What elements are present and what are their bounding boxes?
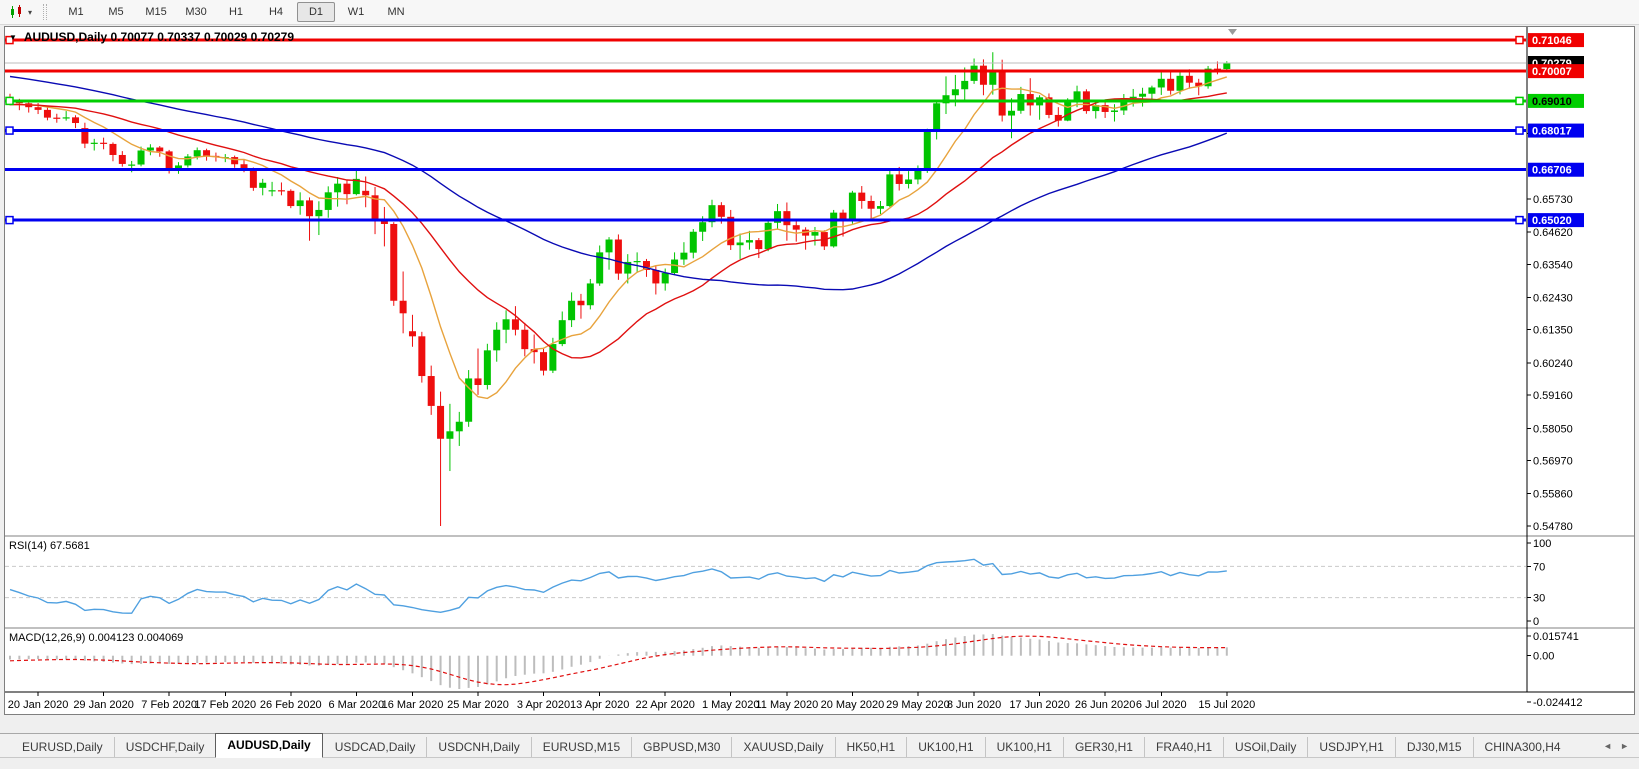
chart-tab-eurusd-m15[interactable]: EURUSD,M15: [530, 737, 632, 757]
tab-scroll-right-icon[interactable]: ►: [1620, 740, 1629, 751]
candlestick-chart-icon: [11, 5, 21, 18]
chart-tabs: EURUSD,Daily USDCHF,Daily AUDUSD,Daily USDC…: [10, 733, 1572, 758]
timeframe-button-mn[interactable]: MN: [387, 6, 405, 18]
top-toolbar: ▾ M1 M5 M15 M30 H1 H4 D1 W1 MN: [0, 0, 1639, 25]
chart-tab-uk100-h1[interactable]: UK100,H1: [984, 737, 1063, 757]
rsi-name: RSI(14): [9, 540, 47, 552]
tab-scroll-controls: ◄ ►: [1593, 734, 1639, 757]
timeframe-button-m1[interactable]: M1: [68, 6, 84, 18]
chart-tab-usdchf-daily[interactable]: USDCHF,Daily: [113, 737, 216, 757]
chart-title: ▼ AUDUSD,Daily 0.70077 0.70337 0.70029 0…: [9, 30, 294, 44]
symbol-name: AUDUSD,Daily: [23, 30, 108, 44]
timeframe-button-d1[interactable]: D1: [297, 2, 336, 22]
chart-tab-usdcnh-daily[interactable]: USDCNH,Daily: [426, 737, 531, 757]
chart-tab-xauusd-daily[interactable]: XAUUSD,Daily: [731, 737, 835, 757]
tab-scroll-left-icon[interactable]: ◄: [1603, 740, 1613, 751]
chart-tab-ger30-h1[interactable]: GER30,H1: [1062, 737, 1144, 757]
chart-tab-usdjpy-h1[interactable]: USDJPY,H1: [1307, 737, 1395, 757]
timeframe-button-h4[interactable]: H4: [268, 6, 284, 18]
macd-indicator-label: MACD(12,26,9) 0.004123 0.004069: [9, 632, 183, 644]
chart-tab-china300-h4[interactable]: CHINA300,H4: [1472, 737, 1572, 757]
chart-tab-audusd-daily[interactable]: AUDUSD,Daily: [215, 733, 323, 758]
chart-tab-hk50-h1[interactable]: HK50,H1: [834, 737, 907, 757]
chart-tab-gbpusd-m30[interactable]: GBPUSD,M30: [631, 737, 732, 757]
timeframe-button-m15[interactable]: M15: [145, 6, 167, 18]
ohlc-values: 0.70077 0.70337 0.70029 0.70279: [110, 30, 295, 44]
timeframe-button-w1[interactable]: W1: [347, 6, 365, 18]
chart-tab-uk100-h1[interactable]: UK100,H1: [906, 737, 985, 757]
symbol-marker-icon: ▼: [9, 33, 17, 42]
macd-values: 0.004123 0.004069: [88, 632, 184, 644]
chart-tab-eurusd-daily[interactable]: EURUSD,Daily: [10, 737, 114, 757]
chart-tab-bar: EURUSD,Daily USDCHF,Daily AUDUSD,Daily USDC…: [0, 733, 1639, 758]
chart-window: [4, 26, 1635, 715]
chart-type-button[interactable]: ▾: [6, 3, 35, 21]
rsi-indicator-label: RSI(14) 67.5681: [9, 540, 90, 552]
timeframe-button-m5[interactable]: M5: [108, 6, 124, 18]
rsi-value: 67.5681: [49, 540, 90, 552]
toolbar-grip[interactable]: [43, 4, 48, 20]
macd-name: MACD(12,26,9): [9, 632, 86, 644]
timeframe-button-h1[interactable]: H1: [228, 6, 244, 18]
chart-tab-usoil-daily[interactable]: USOil,Daily: [1223, 737, 1308, 757]
timeframe-toolbar: M1 M5 M15 M30 H1 H4 D1 W1 MN: [57, 2, 415, 22]
timeframe-button-m30[interactable]: M30: [185, 6, 207, 18]
chevron-down-icon: ▾: [28, 7, 33, 17]
chart-tab-usdcad-daily[interactable]: USDCAD,Daily: [322, 737, 427, 757]
chart-tab-dj30-m15[interactable]: DJ30,M15: [1394, 737, 1473, 757]
chart-tab-fra40-h1[interactable]: FRA40,H1: [1143, 737, 1224, 757]
